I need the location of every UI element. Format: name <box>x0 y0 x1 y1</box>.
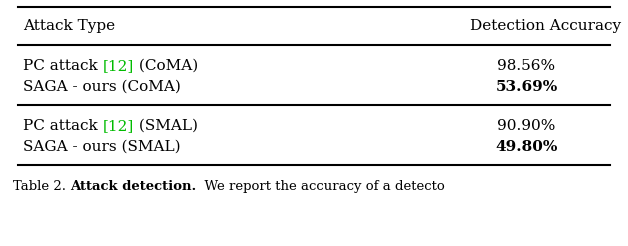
Text: 98.56%: 98.56% <box>497 59 556 73</box>
Text: (CoMA): (CoMA) <box>134 59 198 73</box>
Text: (SMAL): (SMAL) <box>134 119 198 133</box>
Text: PC attack: PC attack <box>23 119 102 133</box>
Text: Table 2.: Table 2. <box>13 180 70 193</box>
Text: [12]: [12] <box>102 119 134 133</box>
Text: [12]: [12] <box>102 59 134 73</box>
Text: Detection Accuracy ↓: Detection Accuracy ↓ <box>470 19 628 33</box>
Text: SAGA - ours (SMAL): SAGA - ours (SMAL) <box>23 140 181 154</box>
Text: Attack detection.: Attack detection. <box>70 180 197 193</box>
Text: 53.69%: 53.69% <box>495 80 558 94</box>
Text: SAGA - ours (CoMA): SAGA - ours (CoMA) <box>23 80 181 94</box>
Text: PC attack: PC attack <box>23 59 102 73</box>
Text: Attack Type: Attack Type <box>23 19 115 33</box>
Text: 90.90%: 90.90% <box>497 119 556 133</box>
Text: We report the accuracy of a detecto: We report the accuracy of a detecto <box>197 180 445 193</box>
Text: 49.80%: 49.80% <box>495 140 558 154</box>
